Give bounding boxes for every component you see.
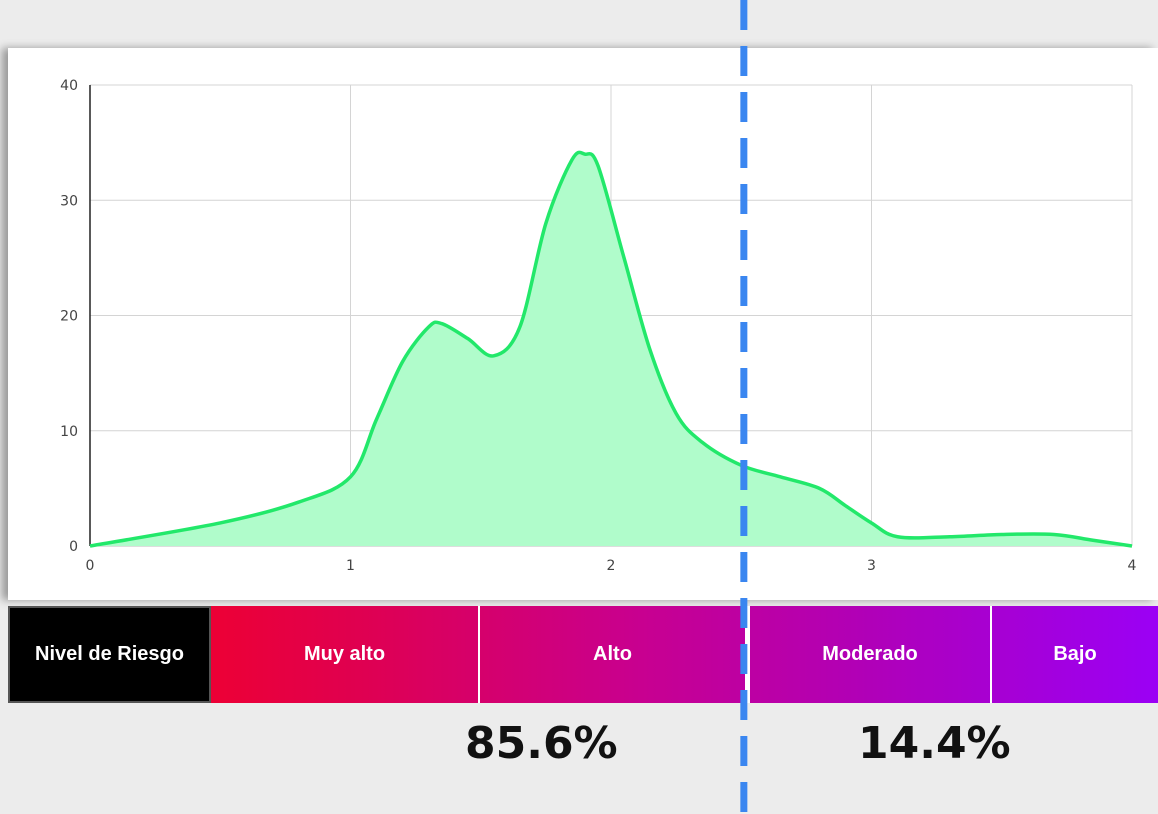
area-line bbox=[89, 150, 1133, 548]
x-tick-label: 3 bbox=[867, 558, 876, 574]
risk-header: Nivel de Riesgo bbox=[8, 606, 211, 703]
y-tick-label: 20 bbox=[60, 309, 78, 325]
share-label: 85.6% bbox=[465, 718, 618, 769]
area-fill bbox=[90, 152, 1132, 546]
y-tick-label: 0 bbox=[69, 539, 78, 555]
risk-level: Moderado bbox=[745, 606, 990, 703]
risk-level: Alto bbox=[478, 606, 745, 703]
y-tick-label: 40 bbox=[60, 78, 78, 94]
y-tick-label: 10 bbox=[60, 424, 78, 440]
share-label: 14.4% bbox=[858, 718, 1011, 769]
x-tick-label: 1 bbox=[346, 558, 355, 574]
y-tick-label: 30 bbox=[60, 193, 78, 209]
x-tick-label: 4 bbox=[1128, 558, 1137, 574]
x-tick-label: 0 bbox=[86, 558, 95, 574]
risk-level: Muy alto bbox=[303, 643, 386, 665]
risk-level: Bajo bbox=[990, 606, 1158, 703]
x-tick-label: 2 bbox=[607, 558, 616, 574]
risk-bar: Nivel de Riesgo Muy alto Alto Moderado B… bbox=[8, 606, 1158, 703]
